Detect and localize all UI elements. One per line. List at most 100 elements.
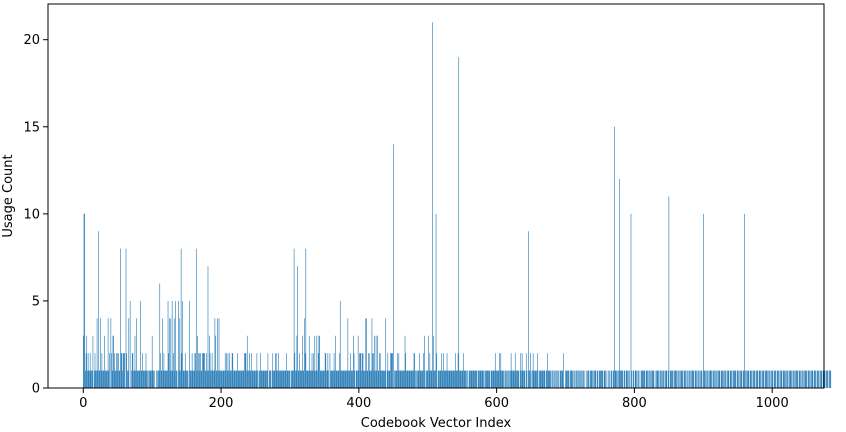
bar	[462, 370, 464, 388]
bar	[817, 370, 818, 388]
bar	[802, 370, 804, 388]
bar	[775, 370, 776, 388]
bar	[266, 370, 268, 388]
bar	[492, 370, 494, 388]
bar	[204, 370, 206, 388]
bar	[525, 353, 527, 388]
bar	[164, 370, 165, 388]
bar	[797, 370, 799, 388]
bar	[582, 370, 584, 388]
bar	[337, 370, 338, 388]
bar	[232, 353, 234, 388]
bar	[412, 370, 414, 388]
bar	[529, 370, 531, 388]
bar	[472, 370, 473, 388]
bar	[578, 370, 579, 388]
bar	[469, 370, 471, 388]
bar	[780, 370, 781, 388]
bar	[787, 370, 789, 388]
y-tick-label: 15	[23, 120, 40, 135]
bar	[435, 213, 437, 388]
y-axis-label: Usage Count	[1, 154, 16, 237]
bar	[357, 335, 359, 388]
bar	[482, 370, 484, 388]
bar	[548, 370, 549, 388]
bar	[367, 370, 369, 388]
bar	[271, 370, 273, 388]
bar	[309, 370, 311, 388]
bar	[133, 370, 134, 388]
bar	[182, 300, 183, 388]
bar	[396, 370, 398, 388]
bar	[717, 370, 719, 388]
bar	[600, 370, 601, 388]
bar	[274, 370, 276, 388]
bar	[218, 370, 219, 388]
bar	[173, 318, 175, 388]
bar	[199, 353, 201, 388]
bar	[383, 370, 384, 388]
bar	[643, 370, 644, 388]
bar	[616, 370, 617, 388]
bar	[91, 370, 92, 388]
bar	[746, 370, 748, 388]
bar	[339, 353, 340, 388]
bar	[459, 370, 460, 388]
bar	[745, 370, 746, 388]
bar	[658, 370, 659, 388]
bar	[759, 370, 761, 388]
bar	[218, 318, 220, 388]
bar	[508, 370, 509, 388]
bar	[505, 370, 506, 388]
bar	[110, 318, 112, 388]
bar	[352, 370, 353, 388]
bar	[211, 370, 212, 388]
bar	[357, 370, 358, 388]
bar	[87, 370, 88, 388]
bar	[830, 370, 832, 388]
bar	[721, 370, 723, 388]
bar	[165, 370, 167, 388]
bar	[269, 370, 271, 388]
bar	[231, 370, 232, 388]
bar	[131, 353, 133, 388]
bar	[286, 353, 287, 388]
bar	[665, 370, 667, 388]
bar	[647, 370, 649, 388]
bar	[612, 370, 614, 388]
bar	[314, 335, 316, 388]
bar	[264, 370, 266, 388]
bar	[685, 370, 686, 388]
bar	[377, 335, 378, 388]
bar	[302, 370, 304, 388]
bar	[183, 370, 185, 388]
bar	[813, 370, 815, 388]
bar	[103, 370, 105, 388]
bar	[622, 370, 624, 388]
bar	[410, 370, 412, 388]
bar	[133, 370, 135, 388]
bar	[89, 353, 91, 388]
bar	[252, 370, 254, 388]
bar	[238, 370, 239, 388]
bar	[128, 318, 130, 388]
bar	[709, 370, 711, 388]
bar	[399, 370, 400, 388]
bar	[388, 370, 390, 388]
bar	[180, 248, 182, 388]
bar	[397, 353, 398, 388]
bar	[249, 370, 251, 388]
bar	[815, 370, 816, 388]
bar	[419, 353, 420, 388]
bar	[481, 370, 483, 388]
bar	[517, 370, 519, 388]
bar	[418, 370, 420, 388]
bar	[533, 370, 535, 388]
bar	[680, 370, 682, 388]
bar	[169, 318, 170, 388]
bar	[610, 370, 612, 388]
bar	[674, 370, 675, 388]
bar	[202, 353, 203, 388]
bar	[351, 370, 353, 388]
bar	[567, 370, 568, 388]
